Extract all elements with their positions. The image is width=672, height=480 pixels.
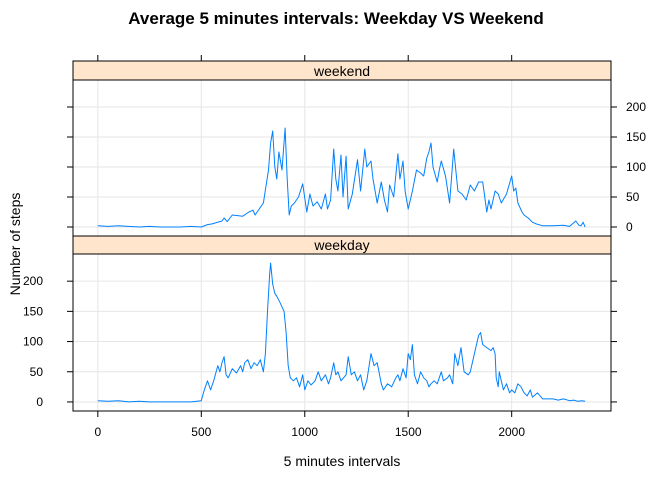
- x-tick-label: 1000: [291, 425, 318, 439]
- chart-title: Average 5 minutes intervals: Weekday VS …: [128, 9, 543, 28]
- y-tick-label: 50: [626, 190, 640, 204]
- strip-label-weekend: weekend: [313, 63, 370, 79]
- y-tick-label: 0: [626, 220, 633, 234]
- x-axis-label: 5 minutes intervals: [284, 453, 401, 469]
- y-tick-label: 200: [23, 274, 43, 288]
- y-tick-label: 50: [30, 365, 44, 379]
- x-tick-label: 500: [191, 425, 211, 439]
- y-axis-label: Number of steps: [7, 193, 23, 296]
- x-tick-label: 2000: [498, 425, 525, 439]
- panel-frame-weekday: [72, 253, 612, 412]
- series-line-weekend: [97, 127, 586, 228]
- y-tick-label: 0: [36, 395, 43, 409]
- x-tick-label: 0: [94, 425, 101, 439]
- panel-frame-weekend: [72, 79, 612, 237]
- x-tick-label: 1500: [395, 425, 422, 439]
- strip-label-weekday: weekday: [313, 237, 369, 253]
- y-tick-label: 100: [23, 335, 43, 349]
- y-tick-label: 100: [626, 160, 646, 174]
- y-tick-label: 200: [626, 100, 646, 114]
- y-tick-label: 150: [23, 304, 43, 318]
- y-tick-label: 150: [626, 130, 646, 144]
- series-line-weekday: [97, 262, 586, 403]
